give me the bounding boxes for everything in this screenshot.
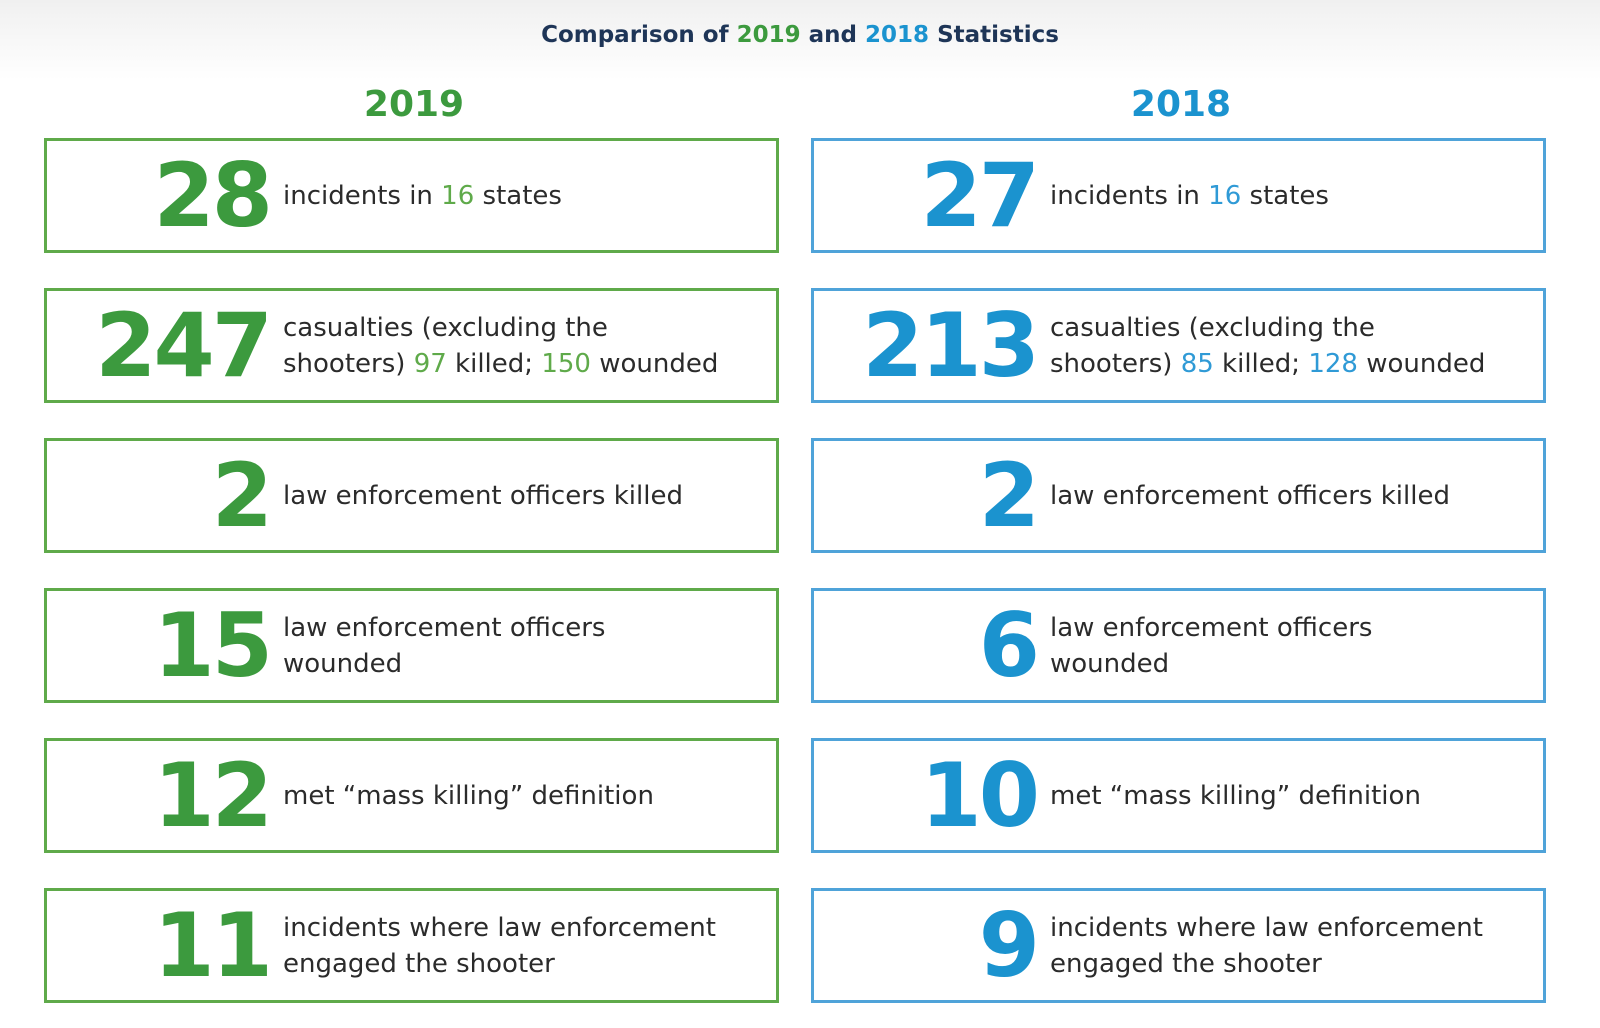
stat-card-2018-mass-killing: 10 met “mass killing” definition bbox=[811, 738, 1546, 853]
stat-description: casualties (excluding the shooters) 97 k… bbox=[283, 312, 719, 379]
stat-card-2018-officers-wounded: 6 law enforcement officers wounded bbox=[811, 588, 1546, 703]
stat-number: 6 bbox=[978, 593, 1040, 697]
stat-number: 15 bbox=[153, 593, 273, 697]
stat-number: 247 bbox=[95, 293, 273, 397]
stat-description: law enforcement officers wounded bbox=[283, 612, 606, 679]
stat-description: incidents where law enforcement engaged … bbox=[1050, 912, 1483, 979]
stat-number: 28 bbox=[153, 143, 273, 247]
stat-card-2018-officers-killed: 2 law enforcement officers killed bbox=[811, 438, 1546, 553]
header-background bbox=[0, 0, 1600, 80]
stat-card-2018-incidents: 27 incidents in 16 states bbox=[811, 138, 1546, 253]
stat-number: 213 bbox=[862, 293, 1040, 397]
stat-number: 27 bbox=[920, 143, 1040, 247]
stat-card-2019-engaged-shooter: 11 incidents where law enforcement engag… bbox=[44, 888, 779, 1003]
stat-card-2018-engaged-shooter: 9 incidents where law enforcement engage… bbox=[811, 888, 1546, 1003]
page-title: Comparison of 2019 and 2018 Statistics bbox=[541, 22, 1059, 48]
stat-description: law enforcement officers wounded bbox=[1050, 612, 1373, 679]
stat-card-2019-officers-wounded: 15 law enforcement officers wounded bbox=[44, 588, 779, 703]
stat-card-2019-mass-killing: 12 met “mass killing” definition bbox=[44, 738, 779, 853]
stat-number: 12 bbox=[153, 743, 273, 847]
stat-description: incidents in 16 states bbox=[283, 180, 562, 211]
stat-description: law enforcement officers killed bbox=[1050, 480, 1450, 511]
stat-card-2019-officers-killed: 2 law enforcement officers killed bbox=[44, 438, 779, 553]
column-heading-2019: 2019 bbox=[363, 84, 465, 125]
stat-card-2019-casualties: 247 casualties (excluding the shooters) … bbox=[44, 288, 779, 403]
stat-number: 11 bbox=[153, 893, 273, 997]
stat-card-2018-casualties: 213 casualties (excluding the shooters) … bbox=[811, 288, 1546, 403]
stat-card-2019-incidents: 28 incidents in 16 states bbox=[44, 138, 779, 253]
column-heading-2018: 2018 bbox=[1130, 84, 1232, 125]
stat-description: met “mass killing” definition bbox=[283, 780, 654, 811]
stat-description: incidents where law enforcement engaged … bbox=[283, 912, 716, 979]
stat-number: 9 bbox=[978, 893, 1040, 997]
stat-description: met “mass killing” definition bbox=[1050, 780, 1421, 811]
stat-number: 2 bbox=[211, 443, 273, 547]
stat-description: casualties (excluding the shooters) 85 k… bbox=[1050, 312, 1486, 379]
stat-number: 2 bbox=[978, 443, 1040, 547]
stat-number: 10 bbox=[920, 743, 1040, 847]
stat-description: law enforcement officers killed bbox=[283, 480, 683, 511]
stat-description: incidents in 16 states bbox=[1050, 180, 1329, 211]
